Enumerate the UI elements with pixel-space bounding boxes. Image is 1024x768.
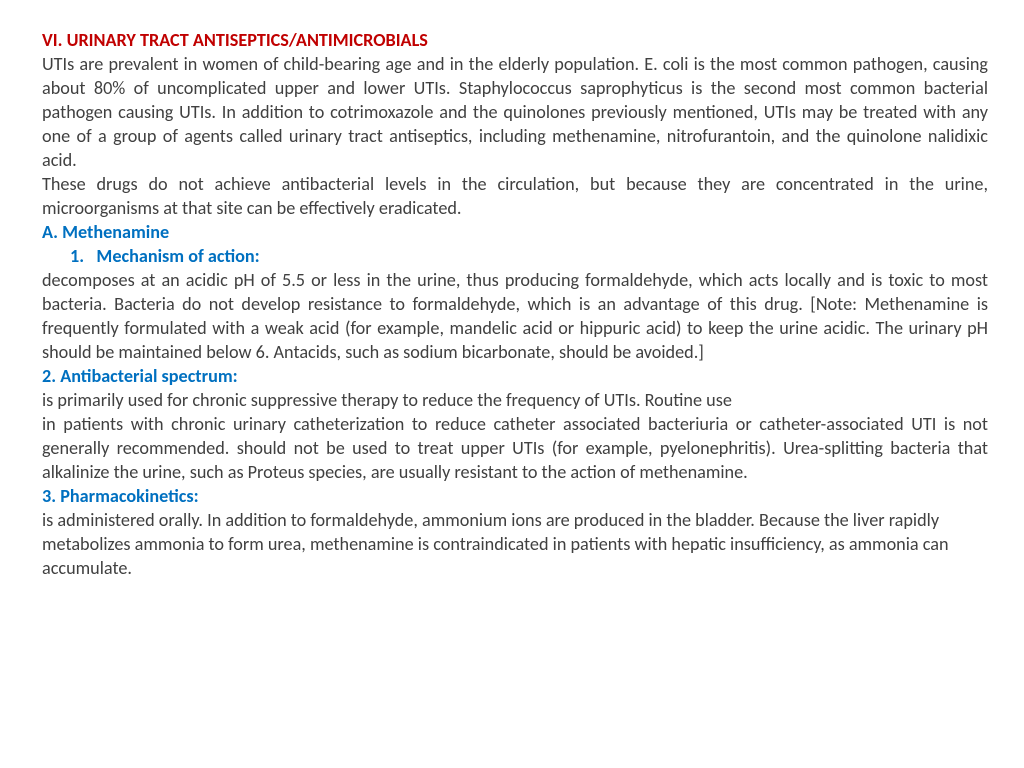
mechanism-paragraph: decomposes at an acidic pH of 5.5 or les… [42, 268, 988, 364]
subheading-2: 2. Antibacterial spectrum: [42, 364, 988, 388]
section-title: VI. URINARY TRACT ANTISEPTICS/ANTIMICROB… [42, 28, 988, 52]
intro-paragraph-2: These drugs do not achieve antibacterial… [42, 172, 988, 220]
spectrum-paragraph: in patients with chronic urinary cathete… [42, 412, 988, 484]
subheading-1-text: Mechanism of action: [96, 245, 259, 267]
intro-paragraph-1: UTIs are prevalent in women of child-bea… [42, 52, 988, 172]
spectrum-line-1: is primarily used for chronic suppressiv… [42, 388, 988, 412]
subheading-1: 1. Mechanism of action: [42, 244, 988, 268]
subheading-a: A. Methenamine [42, 220, 988, 244]
subheading-1-number: 1. [70, 245, 84, 267]
subheading-3: 3. Pharmacokinetics: [42, 484, 988, 508]
pharmacokinetics-paragraph: is administered orally. In addition to f… [42, 508, 988, 580]
